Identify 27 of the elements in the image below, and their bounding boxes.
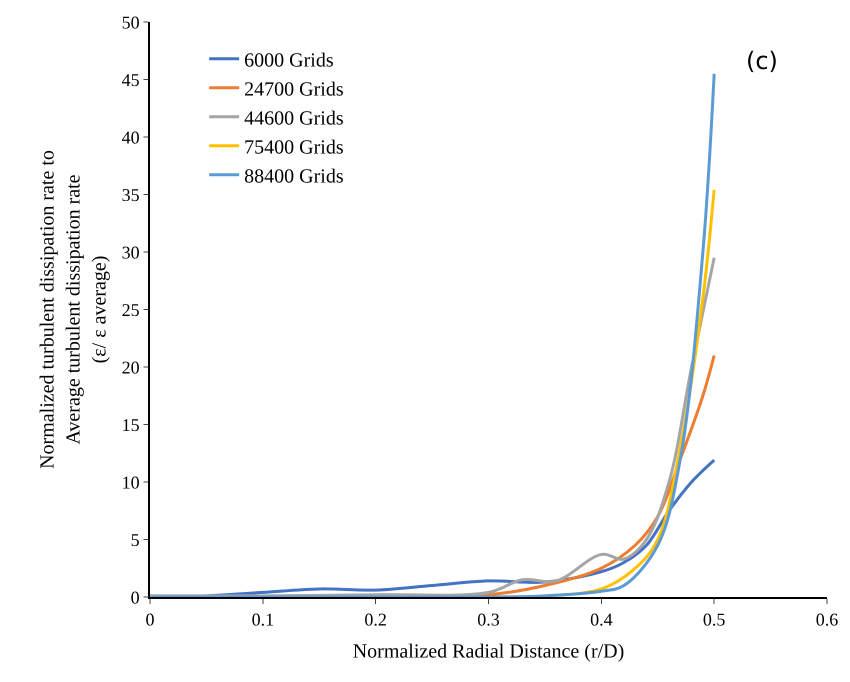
y-tick-label: 5: [130, 530, 140, 550]
y-tick-label: 15: [122, 414, 140, 435]
y-tick-label: 10: [122, 472, 140, 492]
x-tick-label: 0.1: [252, 609, 274, 630]
y-tick-label: 0: [130, 587, 140, 608]
legend-label: 44600 Grids: [244, 108, 344, 130]
y-tick-label: 45: [122, 70, 140, 90]
y-tick-label: 50: [122, 12, 140, 32]
x-tick-label: 0.3: [477, 609, 500, 630]
x-tick-label: 0.5: [702, 609, 726, 630]
x-tick-label: 0: [146, 609, 154, 630]
y-axis-title: Normalized turbulent dissipation rate to Average turbulent dissipation rate (ε/ ε average): [36, 150, 111, 469]
y-tick-label: 25: [122, 300, 140, 320]
y-tick-label: 30: [122, 242, 140, 262]
x-tick-label: 0.4: [590, 609, 613, 630]
legend-label: 6000 Grids: [244, 50, 334, 72]
legend-label: 75400 Grids: [244, 136, 344, 159]
x-tick-label: 0.6: [816, 609, 838, 630]
y-tick-label: 40: [122, 127, 140, 148]
legend-label: 24700 Grids: [244, 78, 344, 101]
y-tick-label: 35: [122, 184, 140, 205]
y-tick-label: 20: [122, 357, 140, 378]
x-tick-label: 0.2: [364, 609, 387, 630]
annotation: (c): [746, 47, 778, 75]
legend-label: 88400 Grids: [244, 166, 344, 188]
x-axis-title: Normalized Radial Distance (r/D): [352, 640, 624, 662]
line-series: [150, 72, 716, 597]
